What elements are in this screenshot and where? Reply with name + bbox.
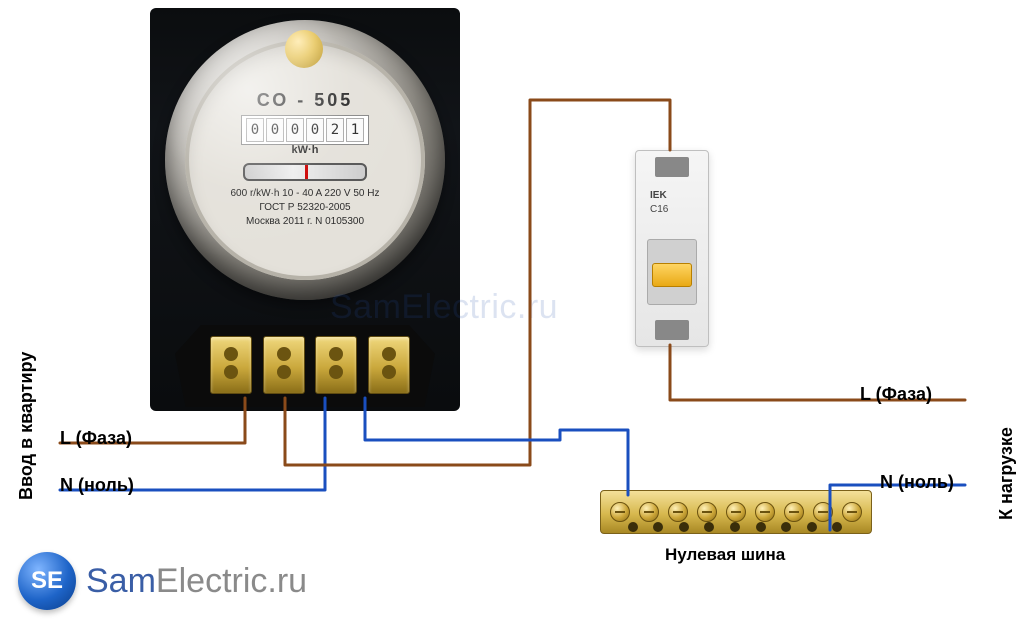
- meter-face: СО - 505 0 0 0 0 2 1 kW·h 600 r/kW·h 10 …: [185, 40, 425, 280]
- site-logo: SE SamElectric.ru: [18, 552, 307, 610]
- busbar-screw: [755, 502, 775, 522]
- breaker-terminal-bottom: [655, 320, 689, 340]
- label-l-in: L (Фаза): [60, 428, 132, 449]
- meter-terminal: [210, 336, 252, 394]
- busbar-screw: [813, 502, 833, 522]
- meter-seal-icon: [285, 30, 323, 68]
- breaker-switch: [652, 263, 692, 287]
- busbar-screw: [639, 502, 659, 522]
- counter-digit: 0: [306, 118, 324, 142]
- meter-spec-line: 600 r/kW·h 10 - 40 A 220 V 50 Hz: [185, 188, 425, 199]
- busbar-caption: Нулевая шина: [665, 545, 785, 565]
- busbar-screw: [842, 502, 862, 522]
- meter-terminal: [368, 336, 410, 394]
- wiring-diagram: СО - 505 0 0 0 0 2 1 kW·h 600 r/kW·h 10 …: [0, 0, 1023, 627]
- busbar-hole: [730, 522, 740, 532]
- meter-terminal: [315, 336, 357, 394]
- label-l-out: L (Фаза): [860, 384, 932, 405]
- label-n-out: N (ноль): [880, 472, 954, 493]
- meter-unit: kW·h: [185, 144, 425, 156]
- meter-spec-line: ГОСТ Р 52320-2005: [185, 202, 425, 213]
- breaker-brand: IEK: [650, 190, 667, 201]
- circuit-breaker: [635, 150, 709, 347]
- meter-terminal: [263, 336, 305, 394]
- label-n-in: N (ноль): [60, 475, 134, 496]
- busbar-hole: [781, 522, 791, 532]
- busbar-screw: [697, 502, 717, 522]
- meter-spec-line: Москва 2011 г. N 0105300: [185, 216, 425, 227]
- counter-digit: 1: [346, 118, 364, 142]
- meter-disc: [243, 163, 367, 181]
- meter-model: СО - 505: [185, 90, 425, 111]
- busbar-screw: [668, 502, 688, 522]
- busbar-holes: [612, 522, 858, 536]
- counter-digit: 2: [326, 118, 344, 142]
- busbar-hole: [679, 522, 689, 532]
- busbar-hole: [628, 522, 638, 532]
- busbar-hole: [832, 522, 842, 532]
- meter-counter: 0 0 0 0 2 1: [241, 115, 369, 145]
- busbar-hole: [704, 522, 714, 532]
- busbar-hole: [807, 522, 817, 532]
- meter-terminals: [210, 336, 410, 392]
- logo-text: SamElectric.ru: [86, 562, 307, 601]
- busbar-screw: [784, 502, 804, 522]
- breaker-terminal-top: [655, 157, 689, 177]
- logo-badge: SE: [18, 552, 76, 610]
- breaker-rating: C16: [650, 204, 668, 215]
- busbar-hole: [653, 522, 663, 532]
- input-side-label: Ввод в квартиру: [16, 352, 37, 500]
- logo-text-accent: Sam: [86, 562, 156, 600]
- output-side-label: К нагрузке: [996, 427, 1017, 520]
- busbar-screw: [610, 502, 630, 522]
- busbar-hole: [756, 522, 766, 532]
- counter-digit: 0: [266, 118, 284, 142]
- counter-digit: 0: [246, 118, 264, 142]
- busbar-screw: [726, 502, 746, 522]
- counter-digit: 0: [286, 118, 304, 142]
- logo-text-rest: Electric.ru: [156, 562, 307, 600]
